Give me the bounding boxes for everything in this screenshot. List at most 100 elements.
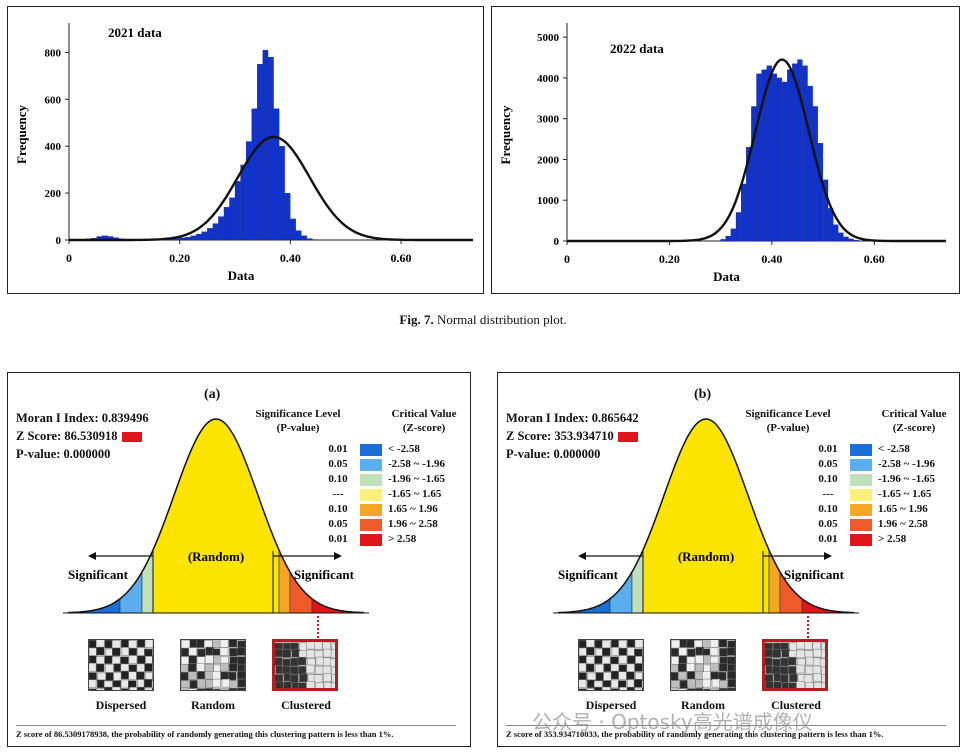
arrow-right-head xyxy=(824,552,832,560)
histogram-bar xyxy=(295,230,302,241)
legend-swatch xyxy=(360,504,382,516)
map-cell xyxy=(726,647,735,656)
legend-row: 0.10 1.65 ~ 1.96 xyxy=(326,503,466,517)
curve-band-165-196 xyxy=(768,549,781,614)
map-cell xyxy=(678,647,688,656)
map-cell xyxy=(228,663,238,672)
map-cell xyxy=(104,640,114,649)
map-cell xyxy=(643,680,644,688)
map-cell xyxy=(181,640,191,649)
map-cell xyxy=(642,672,643,682)
map-cell xyxy=(144,663,153,672)
map-cell xyxy=(643,640,644,647)
map-cell xyxy=(821,642,825,652)
figure-caption: Fig. 7. Normal distribution plot. xyxy=(0,312,966,328)
histogram-bar xyxy=(761,69,767,242)
map-cell xyxy=(795,664,805,674)
map-cell xyxy=(237,670,245,680)
legend-swatch xyxy=(360,474,382,486)
map-cell xyxy=(812,642,821,651)
map-cell xyxy=(677,688,687,690)
map-cell xyxy=(618,655,628,664)
histogram-bar xyxy=(802,65,808,242)
map-cell xyxy=(322,665,332,675)
map-cell xyxy=(219,640,229,648)
y-tick-label: 5000 xyxy=(537,32,560,44)
z-score-marker-b xyxy=(617,432,638,443)
map-cell xyxy=(813,681,823,688)
histogram-bar xyxy=(792,63,798,242)
map-cell xyxy=(679,680,689,689)
moran-panel-b: (b) Moran I Index: 0.865642 Z Score: 353… xyxy=(497,372,960,747)
map-cell xyxy=(297,682,307,688)
map-cell xyxy=(717,671,727,681)
map-cell xyxy=(306,642,315,650)
x-axis-label: Data xyxy=(228,268,255,283)
map-cell xyxy=(212,640,221,648)
map-cell xyxy=(275,674,284,683)
map-cell xyxy=(579,672,587,681)
legend-row: 0.01 > 2.58 xyxy=(816,533,956,547)
map-cell xyxy=(313,674,323,683)
histogram-bar xyxy=(756,73,762,242)
map-cell xyxy=(610,670,620,680)
map-cell xyxy=(671,640,681,649)
map-cell xyxy=(735,655,736,663)
z-score-row-b: Z Score: 353.934710 xyxy=(506,427,639,445)
map-cell xyxy=(677,663,687,673)
map-cell xyxy=(773,681,782,688)
y-tick-label: 0 xyxy=(56,235,62,247)
legend-swatch xyxy=(850,504,872,516)
map-cell xyxy=(579,647,588,657)
map-cell xyxy=(780,657,789,667)
legend-z-range: 1.96 ~ 2.58 xyxy=(878,518,928,530)
map-cell xyxy=(323,681,333,688)
map-cell xyxy=(671,671,679,681)
legend-swatch xyxy=(850,459,872,471)
map-cell xyxy=(718,640,728,648)
map-cell xyxy=(789,673,798,683)
map-cell xyxy=(626,671,635,681)
map-cell xyxy=(306,649,316,659)
map-cell xyxy=(104,686,113,690)
map-cell xyxy=(734,663,735,673)
histogram-bar xyxy=(751,106,757,242)
map-cell xyxy=(702,640,711,648)
map-cell xyxy=(128,655,138,664)
figure-caption-text: Normal distribution plot. xyxy=(436,312,567,327)
moran-panel-a: (a) Moran I Index: 0.839496 Z Score: 86.… xyxy=(7,372,471,747)
map-cell xyxy=(152,672,153,682)
legend-swatch xyxy=(360,459,382,471)
label-random-a: Random xyxy=(190,698,235,712)
map-clustered-b xyxy=(762,639,828,691)
map-cell xyxy=(735,689,736,691)
histogram-bar xyxy=(262,49,269,241)
map-cell xyxy=(579,688,588,690)
histogram-bar xyxy=(746,147,752,242)
map-cell xyxy=(105,664,114,673)
map-cell xyxy=(709,662,719,672)
y-tick-label: 400 xyxy=(45,141,62,153)
map-cell xyxy=(120,679,130,689)
map-cell xyxy=(95,640,105,648)
histogram-bar xyxy=(257,64,263,241)
curve-outline xyxy=(68,418,364,614)
histogram-bar xyxy=(201,231,208,241)
map-cell xyxy=(765,681,774,688)
map-cell xyxy=(153,640,154,647)
map-cell xyxy=(245,672,246,680)
histogram-panel-2022: 0 0.20 0.40 0.60 0 1000 2000 3000 4000 5000 Data Fr… xyxy=(491,6,960,294)
map-cell xyxy=(671,664,679,673)
legend-p-value: 0.10 xyxy=(328,473,348,485)
legend-p-value: --- xyxy=(332,488,344,500)
histogram-bar xyxy=(766,65,772,242)
histogram-bar xyxy=(812,106,818,242)
significant-left-label: Significant xyxy=(68,567,129,582)
random-label: (Random) xyxy=(188,549,244,564)
map-cell xyxy=(678,671,687,680)
map-cell xyxy=(245,689,246,691)
histogram-bar xyxy=(735,212,742,242)
legend-p-value: --- xyxy=(822,488,834,500)
map-cell xyxy=(330,649,335,659)
legend-crit-head: Critical Value (Z-score) xyxy=(881,408,947,434)
